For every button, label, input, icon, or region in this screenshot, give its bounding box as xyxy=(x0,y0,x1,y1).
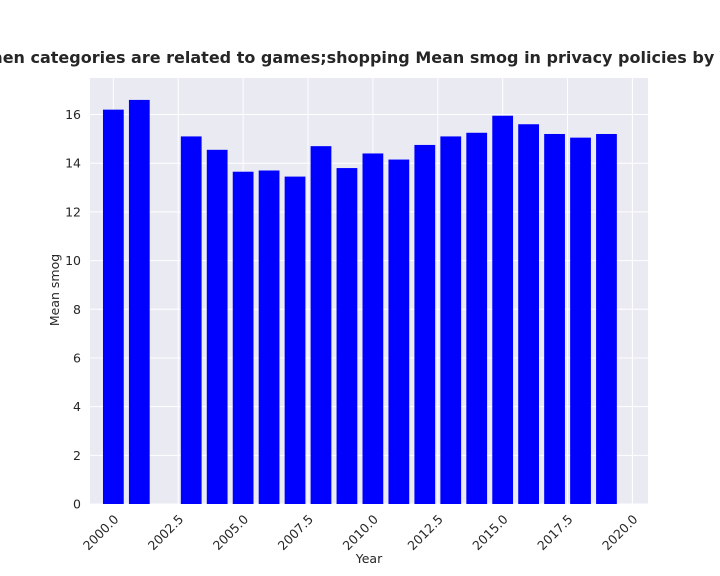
x-axis-label: Year xyxy=(355,551,383,566)
y-tick-label: 8 xyxy=(73,302,81,317)
x-axis-ticks: 2000.0 2002.5 2005.0 2007.5 2010.0 2012.5 2015… xyxy=(80,511,641,553)
x-tick-label: 2002.5 xyxy=(145,512,187,554)
bar xyxy=(414,144,436,504)
y-tick-label: 0 xyxy=(73,497,81,512)
x-tick-label: 2012.5 xyxy=(404,512,446,554)
y-tick-label: 10 xyxy=(65,253,81,268)
bar xyxy=(258,170,280,504)
y-axis-label: Mean smog xyxy=(47,254,62,326)
bar xyxy=(466,132,488,504)
x-tick-label: 2000.0 xyxy=(80,511,122,553)
x-tick-label: 2017.5 xyxy=(534,512,576,554)
y-axis-ticks: 0 2 4 6 8 10 12 14 16 xyxy=(65,107,81,511)
bar xyxy=(596,133,617,504)
bar xyxy=(232,171,254,504)
bar xyxy=(492,115,514,504)
y-tick-label: 16 xyxy=(65,107,81,122)
bar xyxy=(180,136,202,504)
bar xyxy=(362,153,384,504)
x-tick-label: 2020.0 xyxy=(599,511,641,553)
y-tick-label: 6 xyxy=(73,350,81,365)
x-tick-label: 2007.5 xyxy=(275,512,317,554)
y-tick-label: 4 xyxy=(73,399,81,414)
bar xyxy=(128,99,150,504)
x-tick-label: 2010.0 xyxy=(339,511,381,553)
bar xyxy=(570,137,591,504)
bar xyxy=(388,159,410,504)
bar xyxy=(310,146,332,504)
bar xyxy=(284,176,306,505)
y-tick-label: 14 xyxy=(65,156,81,171)
y-tick-label: 2 xyxy=(73,448,81,463)
bar xyxy=(102,109,124,504)
x-tick-label: 2005.0 xyxy=(210,511,252,553)
bar xyxy=(544,133,565,504)
x-tick-label: 2015.0 xyxy=(469,511,511,553)
chart-title: when categories are related to games;sho… xyxy=(0,48,720,67)
bars xyxy=(102,99,617,505)
bar xyxy=(518,124,539,504)
y-tick-label: 12 xyxy=(65,204,81,219)
bar xyxy=(336,168,358,504)
bar xyxy=(440,136,462,504)
bar xyxy=(206,149,228,504)
